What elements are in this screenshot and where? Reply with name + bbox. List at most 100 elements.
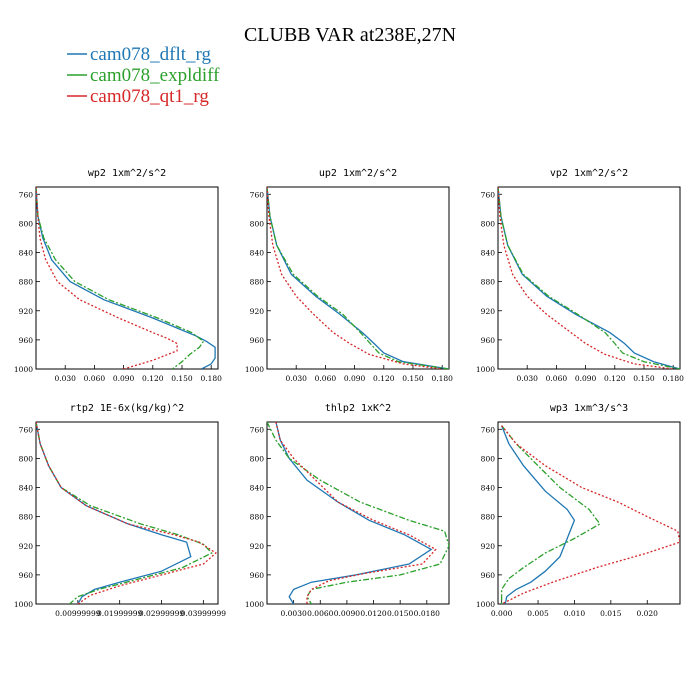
- series-line-cam078_dflt_rg: [500, 425, 576, 604]
- y-tick-label: 840: [250, 484, 265, 493]
- series-line-cam078_dflt_rg: [36, 422, 192, 604]
- panel-title: rtp2 1E-6x(kg/kg)^2: [70, 403, 184, 414]
- x-tick-label: 0.030: [285, 374, 307, 383]
- x-tick-label: 0.015: [600, 609, 622, 618]
- y-tick-label: 1000: [245, 365, 264, 374]
- y-tick-label: 800: [250, 454, 265, 463]
- y-tick-label: 760: [481, 425, 496, 434]
- y-tick-label: 880: [250, 513, 265, 522]
- x-tick-label: 0.090: [575, 374, 597, 383]
- x-tick-label: 0.010: [564, 609, 586, 618]
- series-line-cam078_qt1_rg: [275, 422, 437, 604]
- y-tick-label: 840: [481, 484, 496, 493]
- y-tick-label: 1000: [476, 365, 495, 374]
- panel-title: wp3 1xm^3/s^3: [550, 403, 628, 414]
- y-tick-label: 920: [19, 307, 34, 316]
- x-tick-label: 0.030: [516, 374, 538, 383]
- series-line-cam078_qt1_rg: [36, 422, 217, 604]
- x-tick-label: 0.0060: [307, 609, 333, 618]
- panels: wp2 1xm^2/s^2 760 800 840 880 920 960 1000 0.030…: [14, 168, 684, 618]
- series-line-cam078_expldiff: [36, 422, 213, 604]
- figure-title: CLUBB VAR at238E,27N: [244, 24, 456, 46]
- y-tick-label: 760: [250, 425, 265, 434]
- plot-frame: [35, 186, 219, 370]
- x-tick-label: 0.02999999: [139, 609, 185, 618]
- legend-entry-cam078_expldiff: cam078_expldiff: [90, 65, 220, 86]
- x-tick-label: 0.090: [113, 374, 135, 383]
- x-tick-label: 0.0180: [414, 609, 440, 618]
- x-tick-label: 0.060: [315, 374, 337, 383]
- y-tick-label: 880: [481, 278, 496, 287]
- panel-5: wp3 1xm^3/s^3 760 800 840 880 920 960 10000.000…: [476, 403, 681, 618]
- y-tick-label: 840: [19, 249, 34, 258]
- x-tick-label: 0.0090: [334, 609, 360, 618]
- y-tick-label: 960: [481, 571, 496, 580]
- x-tick-label: 0.020: [636, 609, 658, 618]
- x-tick-label: 0.150: [402, 374, 424, 383]
- y-tick-label: 1000: [476, 600, 495, 609]
- plot-frame: [266, 186, 450, 370]
- y-tick-label: 920: [481, 307, 496, 316]
- x-tick-label: 0.0030: [281, 609, 307, 618]
- series-line-cam078_expldiff: [36, 187, 205, 369]
- x-tick-label: 0.180: [431, 374, 453, 383]
- y-tick-label: 920: [19, 542, 34, 551]
- y-tick-label: 920: [481, 542, 496, 551]
- series-line-cam078_dflt_rg: [498, 187, 680, 369]
- panel-3: rtp2 1E-6x(kg/kg)^2 760 800 840 880 920 960 100…: [14, 403, 226, 618]
- panel-title: vp2 1xm^2/s^2: [550, 168, 628, 179]
- y-tick-label: 800: [481, 219, 496, 228]
- x-tick-label: 0.0120: [360, 609, 386, 618]
- plot-frame: [497, 186, 681, 370]
- series-line-cam078_qt1_rg: [498, 187, 674, 369]
- panel-title: wp2 1xm^2/s^2: [88, 168, 166, 179]
- x-tick-label: 0.120: [142, 374, 164, 383]
- y-tick-label: 920: [250, 542, 265, 551]
- legend: cam078_dflt_rgcam078_expldiffcam078_qt1_…: [67, 44, 220, 107]
- panel-1: up2 1xm^2/s^2 760 800 840 880 920 960 1000 0.030…: [245, 168, 453, 383]
- y-tick-label: 760: [19, 425, 34, 434]
- panel-title: up2 1xm^2/s^2: [319, 168, 397, 179]
- series-line-cam078_expldiff: [500, 425, 601, 604]
- series-line-cam078_expldiff: [498, 187, 680, 369]
- y-tick-label: 1000: [245, 600, 264, 609]
- panel-title: thlp2 1xK^2: [325, 403, 391, 414]
- legend-entry-cam078_dflt_rg: cam078_dflt_rg: [90, 44, 212, 65]
- x-tick-label: 0.005: [527, 609, 549, 618]
- legend-entry-cam078_qt1_rg: cam078_qt1_rg: [90, 86, 209, 107]
- x-tick-label: 0.00999999: [55, 609, 101, 618]
- x-tick-label: 0.120: [373, 374, 395, 383]
- y-tick-label: 840: [250, 249, 265, 258]
- y-tick-label: 1000: [14, 365, 33, 374]
- series-line-cam078_expldiff: [267, 422, 449, 604]
- y-tick-label: 960: [250, 571, 265, 580]
- y-tick-label: 880: [19, 513, 34, 522]
- series-line-cam078_qt1_rg: [501, 425, 680, 604]
- y-tick-label: 800: [250, 219, 265, 228]
- panel-0: wp2 1xm^2/s^2 760 800 840 880 920 960 1000 0.030…: [14, 168, 222, 383]
- plot-frame: [266, 421, 450, 605]
- y-tick-label: 800: [19, 454, 34, 463]
- series-line-cam078_expldiff: [267, 187, 449, 369]
- y-tick-label: 920: [250, 307, 265, 316]
- y-tick-label: 760: [19, 190, 34, 199]
- y-tick-label: 800: [19, 219, 34, 228]
- y-tick-label: 760: [481, 190, 496, 199]
- y-tick-label: 960: [250, 336, 265, 345]
- plot-frame: [35, 421, 219, 605]
- series-line-cam078_qt1_rg: [36, 187, 178, 369]
- x-tick-label: 0.060: [84, 374, 106, 383]
- x-tick-label: 0.01999999: [97, 609, 143, 618]
- y-tick-label: 840: [19, 484, 34, 493]
- x-tick-label: 0.060: [546, 374, 568, 383]
- x-tick-label: 0.03999999: [181, 609, 227, 618]
- y-tick-label: 960: [481, 336, 496, 345]
- y-tick-label: 800: [481, 454, 496, 463]
- y-tick-label: 960: [19, 571, 34, 580]
- y-tick-label: 760: [250, 190, 265, 199]
- y-tick-label: 840: [481, 249, 496, 258]
- y-tick-label: 880: [250, 278, 265, 287]
- panel-2: vp2 1xm^2/s^2 760 800 840 880 920 960 1000 0.030…: [476, 168, 684, 383]
